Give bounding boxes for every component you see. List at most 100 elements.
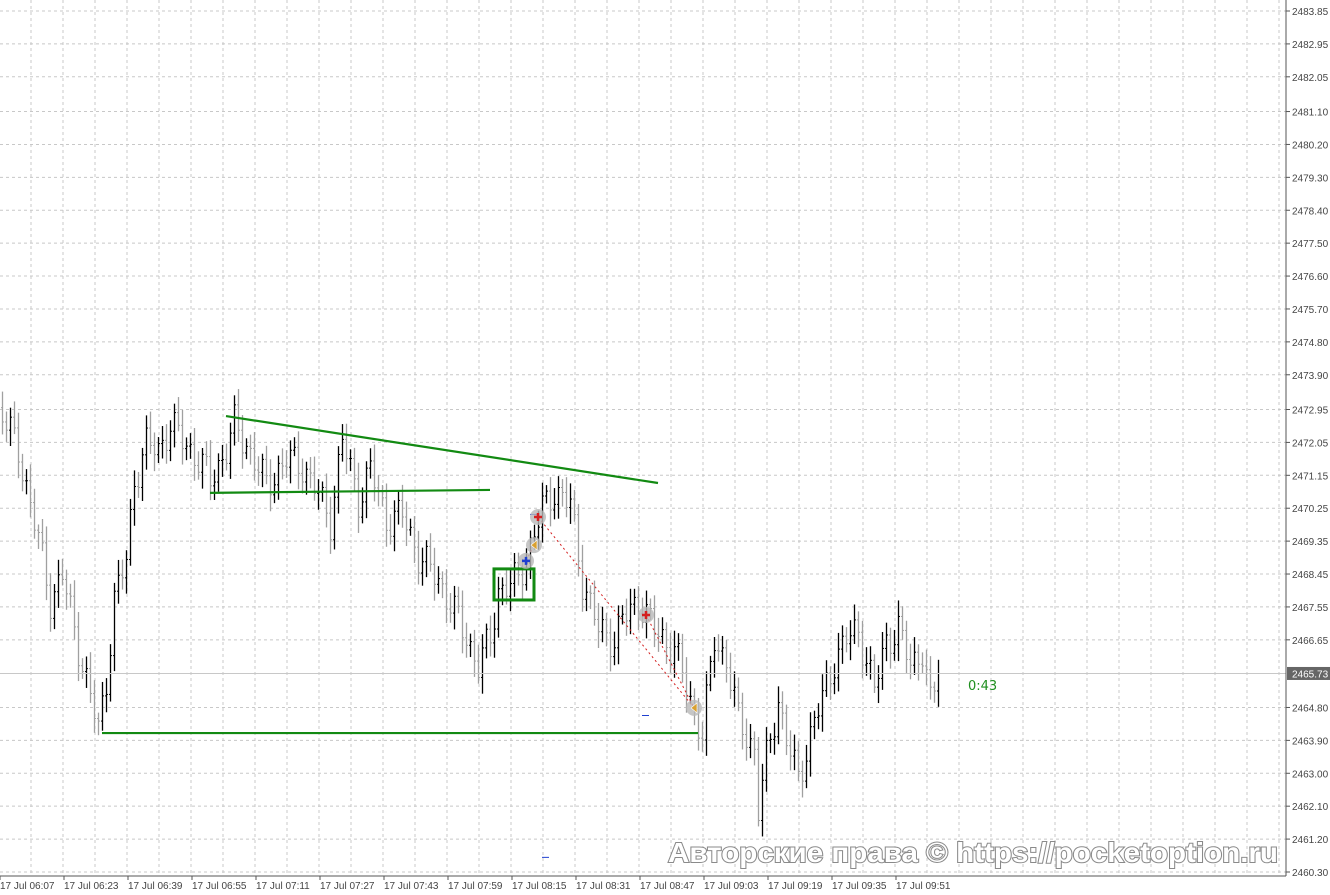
ohlc-bar (69, 583, 72, 608)
ohlc-bar (469, 633, 472, 658)
ohlc-bar (133, 470, 136, 526)
current-price-label: 2465.73 (1292, 669, 1329, 680)
ohlc-bar (237, 389, 240, 442)
ohlc-bar (5, 411, 8, 442)
ohlc-bar (857, 611, 860, 648)
ohlc-bar (341, 424, 344, 462)
ohlc-bar (449, 593, 452, 623)
ohlc-bar (257, 456, 260, 486)
price-axis[interactable]: 2483.85 2482.95 2482.05 2481.10 2480.20 2479.… (1286, 7, 1329, 879)
watermark: Авторские права © https://pocketoption.r… (668, 837, 1278, 868)
ohlc-bar (225, 443, 228, 471)
ohlc-bar (149, 411, 152, 454)
ohlc-bar (569, 483, 572, 524)
price-tick-label: 2483.85 (1292, 7, 1329, 18)
price-tick-label: 2480.20 (1292, 140, 1329, 151)
price-tick-label: 2464.80 (1292, 703, 1329, 714)
time-tick-label: 17 Jul 06:23 (64, 881, 119, 892)
trade-markers (518, 508, 702, 858)
ohlc-bar (21, 453, 24, 492)
ohlc-bar (833, 663, 836, 695)
ohlc-bar (41, 519, 44, 552)
ohlc-bar (425, 540, 428, 578)
ohlc-bar (457, 586, 460, 614)
ohlc-bar (409, 518, 412, 536)
trendline[interactable] (225, 414, 659, 485)
ohlc-bar (621, 605, 624, 625)
ohlc-bar (85, 656, 88, 688)
ohlc-bar (845, 627, 848, 653)
ohlc-bar (821, 674, 824, 732)
ohlc-bar (797, 741, 800, 782)
ohlc-bar (393, 500, 396, 552)
ohlc-bar (261, 453, 264, 488)
price-tick-label: 2471.15 (1292, 471, 1329, 482)
time-tick-label: 17 Jul 07:27 (320, 881, 375, 892)
price-tick-label: 2461.20 (1292, 835, 1329, 846)
ohlc-bar (553, 488, 556, 520)
ohlc-bar (757, 736, 760, 827)
ohlc-bar (413, 516, 416, 564)
ohlc-bar (369, 448, 372, 479)
ohlc-bar (329, 496, 332, 554)
ohlc-bar (681, 633, 684, 683)
ohlc-bar (285, 450, 288, 478)
time-tick-label: 17 Jul 07:11 (256, 881, 310, 892)
time-tick-label: 17 Jul 06:55 (192, 881, 247, 892)
price-tick-label: 2472.05 (1292, 438, 1329, 449)
ohlc-bar (209, 440, 212, 501)
ohlc-bar (733, 671, 736, 707)
ohlc-bar (45, 526, 48, 601)
ohlc-bar (309, 456, 312, 489)
ohlc-bar (289, 440, 292, 484)
ohlc-bar (65, 569, 68, 610)
grid (0, 0, 1286, 876)
ohlc-bar (629, 588, 632, 635)
price-tick-label: 2473.90 (1292, 371, 1329, 382)
ohlc-bar (57, 559, 60, 608)
price-tick-label: 2482.05 (1292, 73, 1329, 84)
ohlc-bar (473, 629, 476, 677)
time-axis[interactable]: 17 Jul 06:07 17 Jul 06:23 17 Jul 06:39 17 J… (0, 876, 951, 892)
ohlc-bar (481, 634, 484, 694)
ohlc-bar (609, 618, 612, 672)
ohlc-bar (653, 595, 656, 648)
ohlc-bar (513, 552, 516, 597)
ohlc-bar (865, 647, 868, 676)
ohlc-bar (109, 644, 112, 702)
ohlc-bar (293, 437, 296, 457)
ohlc-bar (9, 407, 12, 446)
rectangle-zone[interactable] (492, 567, 536, 602)
ohlc-bar (177, 397, 180, 432)
ohlc-bar (889, 627, 892, 669)
time-tick-label: 17 Jul 06:39 (128, 881, 183, 892)
ohlc-bar (201, 448, 204, 489)
ohlc-bar (673, 630, 676, 678)
ohlc-bar (485, 623, 488, 659)
trade-marker-buy (518, 552, 534, 569)
ohlc-bar (169, 420, 172, 462)
ohlc-bar (161, 426, 164, 459)
trendlines[interactable] (102, 414, 698, 735)
ohlc-bar (597, 602, 600, 648)
ohlc-bar (229, 422, 232, 479)
ohlc-bar (617, 605, 620, 665)
time-tick-label: 17 Jul 09:03 (704, 881, 759, 892)
price-tick-label: 2462.10 (1292, 802, 1329, 813)
trendline[interactable] (209, 488, 491, 494)
ohlc-bar (305, 461, 308, 495)
price-tick-label: 2470.25 (1292, 504, 1329, 515)
ohlc-bar (721, 635, 724, 665)
trade-path-line (537, 516, 695, 709)
ohlc-bar (893, 629, 896, 661)
ohlc-bar (325, 473, 328, 528)
ohlc-bar (841, 625, 844, 664)
ohlc-bar (917, 644, 920, 681)
ohlc-bar (877, 665, 880, 704)
ohlc-bar (561, 479, 564, 507)
ohlc-bar (809, 712, 812, 777)
ohlc-bar (637, 586, 640, 631)
ohlc-bar (281, 448, 284, 480)
ohlc-bar (913, 637, 916, 675)
